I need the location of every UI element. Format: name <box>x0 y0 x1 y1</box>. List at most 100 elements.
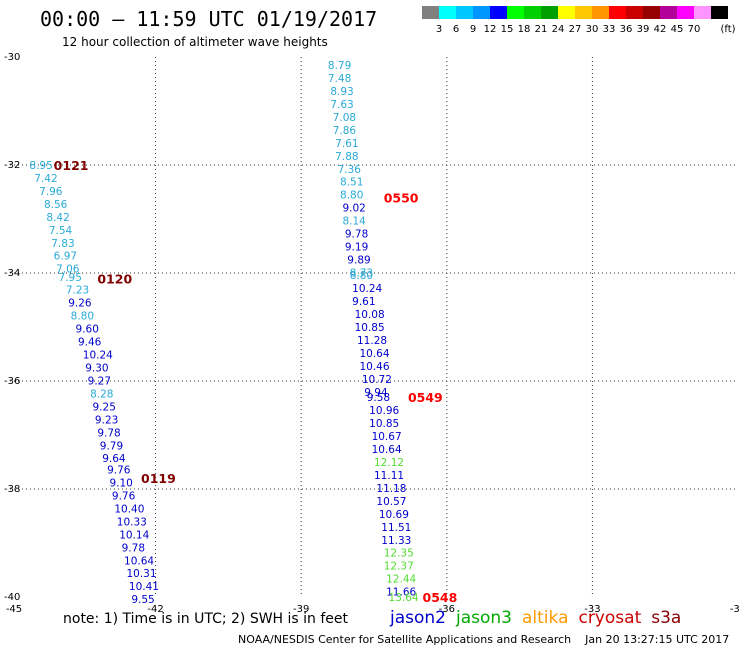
legend-label: 15 <box>500 24 514 35</box>
x-tick-label: -36 <box>439 604 455 615</box>
wave-height-value: 9.64 <box>102 453 126 465</box>
wave-height-value: 8.42 <box>46 212 69 224</box>
wave-height-value: 9.76 <box>107 465 131 477</box>
wave-height-value: 9.27 <box>88 375 111 387</box>
wave-height-value: 9.60 <box>76 324 99 336</box>
wave-height-value: 8.73 <box>350 267 373 279</box>
legend-label: 21 <box>534 24 548 35</box>
legend-label: 45 <box>670 24 684 35</box>
wave-height-value: 10.24 <box>352 283 382 295</box>
mission-legend: jason2 jason3 altika cryosat s3a <box>390 608 691 628</box>
wave-height-value: 7.42 <box>34 173 57 185</box>
x-tick-label: -30 <box>730 604 740 615</box>
legend-swatch <box>473 6 490 19</box>
y-tick-label: -32 <box>4 160 20 171</box>
legend-swatch <box>660 6 677 19</box>
wave-height-value: 7.88 <box>335 151 358 163</box>
wave-height-value: 8.28 <box>90 388 113 400</box>
y-tick-label: -38 <box>4 484 20 495</box>
wave-height-value: 7.23 <box>66 285 89 297</box>
wave-height-value: 7.54 <box>49 225 73 237</box>
wave-height-value: 8.80 <box>340 190 363 202</box>
y-tick-label: -40 <box>4 592 20 603</box>
pass-time-label: 0549 <box>408 390 443 405</box>
x-tick-label: -39 <box>293 604 309 615</box>
legend-swatch <box>626 6 643 19</box>
wave-height-value: 8.51 <box>340 177 363 189</box>
wave-height-value: 10.64 <box>372 444 402 456</box>
units-note: note: 1) Time is in UTC; 2) SWH is in fe… <box>63 611 349 627</box>
wave-height-value: 7.48 <box>328 73 351 85</box>
chart-title: 00:00 – 11:59 UTC 01/19/2017 <box>40 7 378 31</box>
wave-height-value: 8.79 <box>328 60 351 72</box>
pass-time-label: 0119 <box>141 471 176 486</box>
legend-swatch <box>558 6 575 19</box>
wave-height-value: 8.14 <box>342 216 366 228</box>
wave-height-value: 10.24 <box>83 350 113 362</box>
legend-swatch <box>541 6 558 19</box>
wave-height-value: 10.96 <box>369 405 399 417</box>
wave-height-value: 12.35 <box>384 548 414 560</box>
wave-height-value: 8.56 <box>44 199 68 211</box>
wave-height-value: 8.95 <box>29 160 52 172</box>
wave-height-value: 11.18 <box>376 483 406 495</box>
legend-unit-label: (ft) <box>720 24 736 35</box>
wave-height-value: 9.76 <box>112 490 136 502</box>
wave-height-value: 7.86 <box>333 125 357 137</box>
wave-height-value: 12.44 <box>386 574 416 586</box>
wave-height-value: 9.19 <box>345 242 368 254</box>
legend-swatch <box>711 6 728 19</box>
wave-height-value: 9.78 <box>122 542 145 554</box>
wave-height-value: 10.08 <box>355 309 385 321</box>
wave-height-value: 6.97 <box>54 251 77 263</box>
wave-height-value: 9.61 <box>352 296 375 308</box>
legend-label: 42 <box>653 24 667 35</box>
wave-height-value: 9.23 <box>95 414 118 426</box>
wave-height-value: 11.28 <box>357 335 387 347</box>
legend-swatch <box>592 6 609 19</box>
wave-height-value: 7.96 <box>39 186 63 198</box>
wave-height-value: 7.36 <box>338 164 362 176</box>
legend-label: 12 <box>483 24 497 35</box>
legend-label: 3 <box>435 24 443 35</box>
wave-height-value: 10.41 <box>129 581 159 593</box>
wave-height-value: 10.31 <box>126 568 156 580</box>
x-tick-label: -42 <box>147 604 163 615</box>
legend-swatch <box>643 6 660 19</box>
wave-height-value: 13.64 <box>389 592 419 604</box>
pass-time-label: 0121 <box>54 158 89 173</box>
wave-height-value: 9.78 <box>345 229 368 241</box>
chart-subtitle: 12 hour collection of altimeter wave hei… <box>62 35 328 49</box>
wave-height-value: 10.64 <box>359 348 389 360</box>
wave-height-value: 11.33 <box>381 535 411 547</box>
legend-swatch <box>507 6 524 19</box>
wave-height-value: 10.33 <box>117 516 147 528</box>
footer-credit: NOAA/NESDIS Center for Satellite Applica… <box>238 633 730 646</box>
wave-height-value: 9.25 <box>93 401 116 413</box>
wave-height-value: 9.02 <box>342 203 365 215</box>
pass-time-label: 0550 <box>384 190 419 205</box>
wave-height-value: 8.80 <box>350 270 373 282</box>
wave-height-value: 7.95 <box>59 272 82 284</box>
legend-swatch <box>490 6 507 19</box>
wave-height-value: 9.78 <box>97 427 120 439</box>
wave-height-value: 7.83 <box>51 238 74 250</box>
legend-label: 9 <box>469 24 477 35</box>
wave-height-value: 10.57 <box>376 496 406 508</box>
wave-height-value: 9.55 <box>131 594 154 606</box>
legend-label: 33 <box>602 24 616 35</box>
wave-height-value: 10.85 <box>355 322 385 334</box>
legend-label: 70 <box>687 24 701 35</box>
wave-height-value: 12.12 <box>374 457 404 469</box>
legend-swatch <box>677 6 694 19</box>
legend-label: 6 <box>452 24 460 35</box>
wave-height-value: 9.10 <box>109 478 132 490</box>
wave-height-value: 10.72 <box>362 374 392 386</box>
wave-height-value: 10.67 <box>372 431 402 443</box>
wave-height-value: 10.64 <box>124 555 154 567</box>
y-tick-label: -34 <box>4 268 20 279</box>
legend-swatch <box>694 6 711 19</box>
y-tick-label: -36 <box>4 376 20 387</box>
mission-cryosat: cryosat <box>578 608 642 628</box>
